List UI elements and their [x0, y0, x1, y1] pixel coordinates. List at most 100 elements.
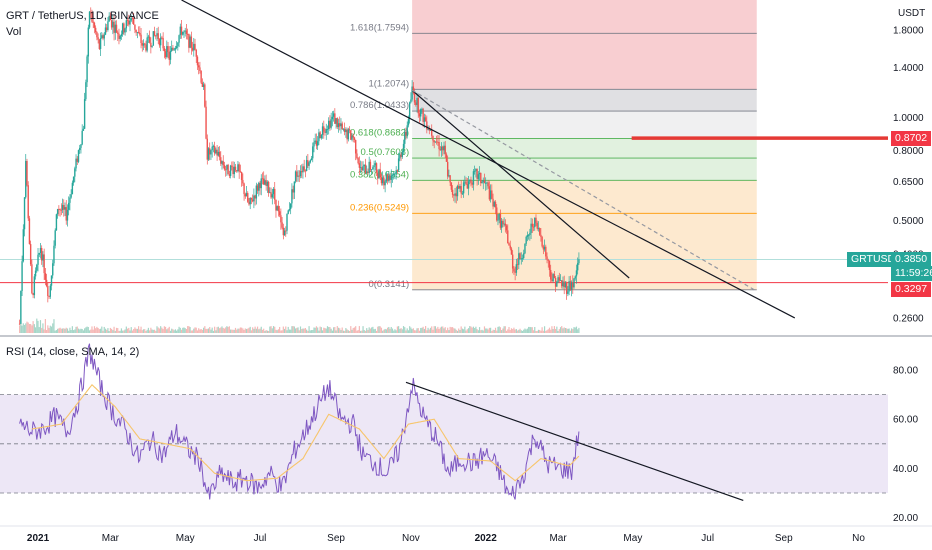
volume-bar — [536, 330, 538, 333]
volume-bar — [406, 328, 408, 333]
candle-body — [280, 215, 282, 223]
volume-bar — [123, 330, 125, 333]
candle-body — [129, 20, 131, 25]
candle-body — [439, 149, 442, 151]
candle-body — [337, 123, 340, 128]
candle-body — [518, 253, 520, 265]
candle-body — [164, 51, 167, 57]
candle-body — [29, 244, 32, 265]
candle-body — [183, 31, 185, 33]
volume-bar — [253, 328, 255, 333]
volume-bar — [432, 329, 434, 333]
candle-body — [421, 108, 423, 110]
candle-body — [493, 201, 495, 207]
fib-level-label: 0.786(1.0433) — [350, 100, 409, 111]
candle-body — [353, 137, 356, 140]
volume-bar — [541, 327, 543, 333]
volume-bar — [358, 326, 360, 333]
volume-bar — [160, 326, 162, 333]
volume-bar — [519, 328, 521, 333]
volume-bar — [238, 328, 240, 333]
volume-bar — [455, 329, 457, 333]
candle-body — [131, 18, 134, 19]
candle-body — [137, 32, 140, 33]
candle-body — [356, 153, 358, 159]
volume-bar — [477, 330, 479, 333]
candle-body — [123, 23, 125, 33]
volume-bar — [270, 326, 272, 333]
candle-body — [307, 160, 309, 166]
candle-body — [312, 146, 314, 159]
volume-bar — [503, 326, 505, 333]
volume-bar — [525, 329, 527, 333]
volume-bar — [498, 326, 500, 333]
volume-bar — [90, 329, 92, 333]
volume-bar — [152, 329, 154, 333]
volume-bar — [561, 326, 563, 333]
volume-bar — [459, 329, 461, 333]
volume-bar — [518, 329, 520, 333]
candle-body — [212, 146, 215, 147]
candle-body — [278, 211, 281, 216]
candle-body — [33, 276, 36, 296]
candle-body — [66, 209, 69, 221]
candle-body — [458, 185, 460, 189]
volume-bar — [196, 330, 199, 333]
candle-body — [428, 128, 430, 131]
candle-body — [191, 47, 194, 51]
candle-body — [114, 24, 116, 33]
candle-body — [184, 30, 186, 32]
volume-bar — [444, 327, 446, 333]
volume-bar — [102, 330, 104, 333]
volume-bar — [520, 330, 522, 333]
candle-body — [339, 123, 341, 127]
volume-bar — [513, 327, 515, 333]
candle-body — [364, 164, 367, 174]
price-tick-label: 1.0000 — [893, 113, 924, 124]
candle-body — [475, 169, 477, 171]
candle-body — [511, 254, 514, 269]
candle-body — [134, 24, 136, 30]
volume-bar — [205, 328, 207, 333]
volume-bar — [87, 326, 89, 333]
candle-body — [466, 184, 469, 189]
volume-bar — [304, 328, 307, 333]
candle-body — [562, 281, 564, 287]
candle-body — [49, 285, 51, 297]
volume-bar — [371, 327, 373, 333]
volume-bar — [47, 325, 49, 333]
candle-body — [189, 36, 191, 48]
volume-bar — [540, 330, 542, 333]
candle-body — [419, 109, 422, 117]
volume-bar — [501, 330, 503, 333]
candle-body — [413, 93, 416, 103]
candle-body — [393, 173, 395, 175]
candle-body — [402, 143, 405, 153]
candle-body — [553, 274, 556, 278]
volume-bar — [328, 327, 330, 333]
candle-body — [336, 118, 338, 128]
candle-body — [180, 26, 183, 35]
candle-body — [465, 181, 467, 185]
volume-bar — [567, 328, 569, 333]
candle-body — [23, 197, 26, 230]
candle-body — [335, 118, 337, 124]
candle-body — [54, 230, 56, 246]
volume-bar — [407, 330, 410, 333]
candle-body — [75, 158, 77, 169]
candle-body — [130, 18, 132, 21]
volume-bar — [169, 330, 172, 333]
candle-body — [343, 128, 346, 133]
candle-body — [326, 128, 329, 130]
volume-bar — [418, 330, 421, 333]
volume-bar — [356, 330, 358, 333]
candle-body — [488, 186, 491, 200]
volume-bar — [401, 329, 403, 333]
candle-body — [308, 162, 310, 166]
candle-body — [177, 42, 179, 47]
volume-bar — [377, 326, 379, 333]
candle-body — [211, 146, 213, 151]
candle-body — [426, 121, 428, 130]
